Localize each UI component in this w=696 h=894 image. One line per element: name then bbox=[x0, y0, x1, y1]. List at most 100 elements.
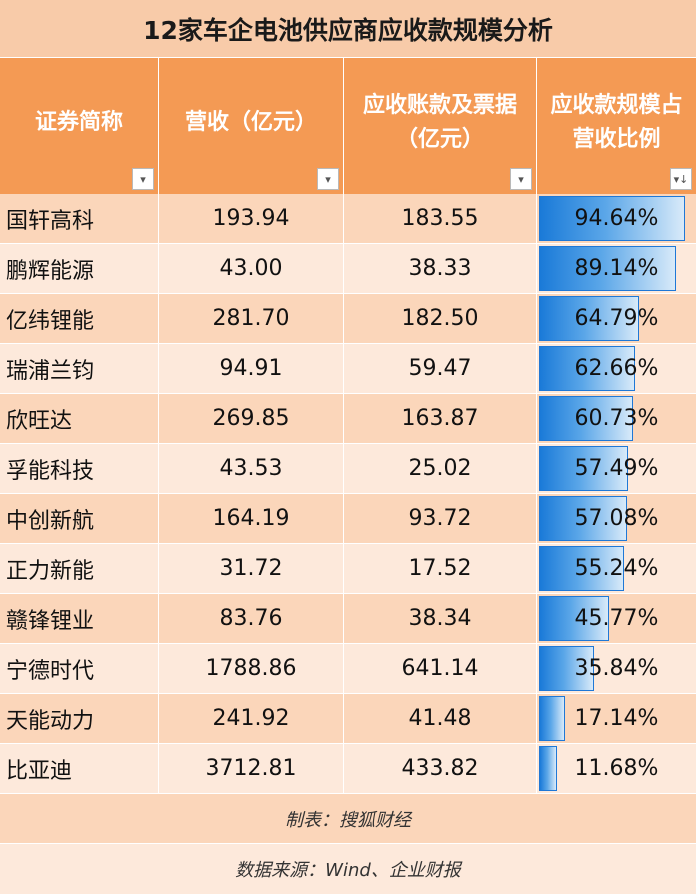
cell-receivables: 641.14 bbox=[344, 644, 537, 693]
ratio-value: 60.73% bbox=[574, 406, 659, 431]
ratio-value: 89.14% bbox=[574, 256, 659, 281]
header-line: 应收款规模占 bbox=[550, 93, 683, 118]
table-row: 赣锋锂业 83.76 38.34 45.77% bbox=[0, 594, 696, 644]
cell-revenue: 94.91 bbox=[159, 344, 344, 393]
ratio-value: 57.49% bbox=[574, 456, 659, 481]
cell-receivables: 38.34 bbox=[344, 594, 537, 643]
ratio-data-bar bbox=[539, 246, 676, 291]
cell-security-name: 孚能科技 bbox=[0, 444, 159, 493]
dropdown-arrow-icon[interactable]: ▾ bbox=[317, 168, 339, 190]
ratio-value: 94.64% bbox=[574, 206, 659, 231]
ratio-data-bar bbox=[539, 446, 628, 491]
cell-security-name: 亿纬锂能 bbox=[0, 294, 159, 343]
ratio-data-bar bbox=[539, 746, 557, 791]
ratio-value: 35.84% bbox=[574, 656, 659, 681]
ratio-data-bar bbox=[539, 396, 633, 441]
header-revenue: 营收（亿元） ▾ bbox=[159, 58, 344, 194]
header-line: 营收（亿元） bbox=[184, 110, 317, 135]
cell-revenue: 193.94 bbox=[159, 194, 344, 243]
table-row: 天能动力 241.92 41.48 17.14% bbox=[0, 694, 696, 744]
cell-ratio: 57.49% bbox=[537, 444, 696, 493]
header-line: 证券简称 bbox=[34, 110, 123, 135]
cell-ratio: 89.14% bbox=[537, 244, 696, 293]
sort-descending-filter-icon[interactable]: ▾↓ bbox=[670, 168, 692, 190]
table-body: 国轩高科 193.94 183.55 94.64% 鹏辉能源 43.00 38.33 89.1… bbox=[0, 194, 696, 794]
cell-revenue: 83.76 bbox=[159, 594, 344, 643]
table-row: 亿纬锂能 281.70 182.50 64.79% bbox=[0, 294, 696, 344]
cell-revenue: 31.72 bbox=[159, 544, 344, 593]
header-security-name: 证券简称 ▾ bbox=[0, 58, 159, 194]
table-row: 欣旺达 269.85 163.87 60.73% bbox=[0, 394, 696, 444]
ratio-value: 62.66% bbox=[574, 356, 659, 381]
made-by-note: 制表：搜狐财经 bbox=[0, 794, 696, 844]
cell-receivables: 25.02 bbox=[344, 444, 537, 493]
cell-revenue: 1788.86 bbox=[159, 644, 344, 693]
cell-receivables: 17.52 bbox=[344, 544, 537, 593]
header-line: 应收账款及票据 bbox=[362, 93, 517, 118]
cell-ratio: 94.64% bbox=[537, 194, 696, 243]
table-row: 国轩高科 193.94 183.55 94.64% bbox=[0, 194, 696, 244]
cell-ratio: 35.84% bbox=[537, 644, 696, 693]
ratio-value: 57.08% bbox=[574, 506, 659, 531]
dropdown-arrow-icon[interactable]: ▾ bbox=[510, 168, 532, 190]
cell-revenue: 3712.81 bbox=[159, 744, 344, 793]
cell-ratio: 17.14% bbox=[537, 694, 696, 743]
cell-ratio: 11.68% bbox=[537, 744, 696, 793]
cell-ratio: 45.77% bbox=[537, 594, 696, 643]
table-header-row: 证券简称 ▾ 营收（亿元） ▾ 应收账款及票据 （亿元） ▾ 应收款规模占 营收… bbox=[0, 58, 696, 194]
cell-revenue: 43.00 bbox=[159, 244, 344, 293]
cell-receivables: 433.82 bbox=[344, 744, 537, 793]
ratio-value: 17.14% bbox=[574, 706, 659, 731]
ratio-data-bar bbox=[539, 296, 639, 341]
cell-ratio: 64.79% bbox=[537, 294, 696, 343]
cell-receivables: 182.50 bbox=[344, 294, 537, 343]
cell-security-name: 鹏辉能源 bbox=[0, 244, 159, 293]
cell-security-name: 瑞浦兰钧 bbox=[0, 344, 159, 393]
table-title: 12家车企电池供应商应收款规模分析 bbox=[0, 0, 696, 58]
cell-security-name: 中创新航 bbox=[0, 494, 159, 543]
table-row: 正力新能 31.72 17.52 55.24% bbox=[0, 544, 696, 594]
header-line: 营收比例 bbox=[572, 127, 661, 152]
cell-security-name: 宁德时代 bbox=[0, 644, 159, 693]
cell-security-name: 赣锋锂业 bbox=[0, 594, 159, 643]
cell-security-name: 正力新能 bbox=[0, 544, 159, 593]
table-row: 瑞浦兰钧 94.91 59.47 62.66% bbox=[0, 344, 696, 394]
header-line: （亿元） bbox=[395, 127, 484, 152]
cell-receivables: 93.72 bbox=[344, 494, 537, 543]
ratio-value: 55.24% bbox=[574, 556, 659, 581]
table-row: 宁德时代 1788.86 641.14 35.84% bbox=[0, 644, 696, 694]
cell-revenue: 43.53 bbox=[159, 444, 344, 493]
ratio-data-bar bbox=[539, 346, 635, 391]
ratio-data-bar bbox=[539, 196, 685, 241]
ratio-data-bar bbox=[539, 646, 594, 691]
cell-revenue: 281.70 bbox=[159, 294, 344, 343]
cell-receivables: 183.55 bbox=[344, 194, 537, 243]
cell-ratio: 60.73% bbox=[537, 394, 696, 443]
cell-security-name: 欣旺达 bbox=[0, 394, 159, 443]
cell-revenue: 241.92 bbox=[159, 694, 344, 743]
table-row: 孚能科技 43.53 25.02 57.49% bbox=[0, 444, 696, 494]
cell-security-name: 国轩高科 bbox=[0, 194, 159, 243]
dropdown-arrow-icon[interactable]: ▾ bbox=[132, 168, 154, 190]
ratio-data-bar bbox=[539, 596, 609, 641]
ratio-value: 11.68% bbox=[574, 756, 659, 781]
cell-ratio: 62.66% bbox=[537, 344, 696, 393]
header-receivables: 应收账款及票据 （亿元） ▾ bbox=[344, 58, 537, 194]
cell-security-name: 天能动力 bbox=[0, 694, 159, 743]
ratio-value: 45.77% bbox=[574, 606, 659, 631]
cell-receivables: 38.33 bbox=[344, 244, 537, 293]
table-row: 中创新航 164.19 93.72 57.08% bbox=[0, 494, 696, 544]
cell-ratio: 57.08% bbox=[537, 494, 696, 543]
cell-revenue: 164.19 bbox=[159, 494, 344, 543]
cell-security-name: 比亚迪 bbox=[0, 744, 159, 793]
ratio-data-bar bbox=[539, 546, 624, 591]
table-row: 鹏辉能源 43.00 38.33 89.14% bbox=[0, 244, 696, 294]
ratio-data-bar bbox=[539, 696, 565, 741]
data-source-note: 数据来源：Wind、企业财报 bbox=[0, 844, 696, 894]
table-row: 比亚迪 3712.81 433.82 11.68% bbox=[0, 744, 696, 794]
ratio-value: 64.79% bbox=[574, 306, 659, 331]
cell-ratio: 55.24% bbox=[537, 544, 696, 593]
cell-receivables: 41.48 bbox=[344, 694, 537, 743]
cell-receivables: 59.47 bbox=[344, 344, 537, 393]
